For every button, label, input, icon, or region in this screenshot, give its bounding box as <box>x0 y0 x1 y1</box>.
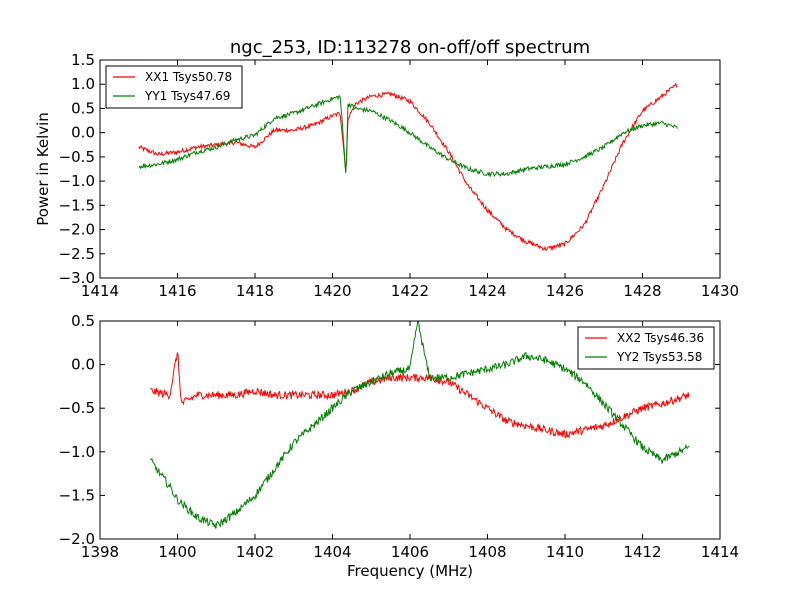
y-tick-label: −1.5 <box>59 196 95 214</box>
y-tick-label: −2.0 <box>59 530 95 548</box>
legend: XX2 Tsys46.36 YY2 Tsys53.58 <box>577 326 715 370</box>
legend-box <box>577 326 715 370</box>
y-tick-label: 1.0 <box>71 75 95 93</box>
series-line-1 <box>138 82 678 252</box>
y-tick-label: 1.5 <box>71 51 95 69</box>
legend-entry: XX2 Tsys46.36 <box>617 331 704 345</box>
y-tick-label: −1.0 <box>59 172 95 190</box>
x-tick-label: 1406 <box>391 543 429 561</box>
x-tick-label: 1418 <box>236 282 274 300</box>
chart-panel-1: 1414 1416 1418 1420 1422 1424 1426 1428 1430 1.5 1… <box>34 37 739 300</box>
series-line-1 <box>150 352 690 439</box>
series-line-2 <box>150 321 690 529</box>
x-axis-label: Frequency (MHz) <box>347 562 473 580</box>
legend: XX1 Tsys50.78 YY1 Tsys47.69 <box>105 65 243 109</box>
y-axis-label: Power in Kelvin <box>34 112 52 226</box>
x-tick-label: 1414 <box>701 543 739 561</box>
y-tick-label: 0.5 <box>71 99 95 117</box>
legend-entry: XX1 Tsys50.78 <box>145 70 232 84</box>
x-tick-label: 1404 <box>313 543 351 561</box>
x-tick-label: 1420 <box>313 282 351 300</box>
y-tick-label: −0.5 <box>59 148 95 166</box>
x-tick-label: 1402 <box>236 543 274 561</box>
y-tick-label: 0.5 <box>71 312 95 330</box>
x-tick-label: 1428 <box>623 282 661 300</box>
x-tick-label: 1400 <box>158 543 196 561</box>
x-tick-label: 1414 <box>81 282 119 300</box>
x-tick-label: 1422 <box>391 282 429 300</box>
x-tick-label: 1408 <box>468 543 506 561</box>
legend-box <box>105 65 243 109</box>
chart-panels: 1414 1416 1418 1420 1422 1424 1426 1428 1430 1.5 1… <box>34 37 739 580</box>
x-tick-label: 1426 <box>546 282 584 300</box>
y-tick-label: −1.5 <box>59 486 95 504</box>
y-tick-label: −2.5 <box>59 245 95 263</box>
legend-entry: YY1 Tsys47.69 <box>144 89 230 103</box>
y-tick-label: −0.5 <box>59 399 95 417</box>
x-tick-label: 1398 <box>81 543 119 561</box>
legend-entry: YY2 Tsys53.58 <box>616 350 702 364</box>
y-tick-label: 0.0 <box>71 356 95 374</box>
y-tick-label: −1.0 <box>59 443 95 461</box>
y-tick-label: −2.0 <box>59 221 95 239</box>
x-tick-label: 1412 <box>623 543 661 561</box>
x-tick-label: 1410 <box>546 543 584 561</box>
y-tick-label: −3.0 <box>59 269 95 287</box>
chart-panel-2: 1398 1400 1402 1404 1406 1408 1410 1412 1414 0.5 0… <box>59 312 740 580</box>
series-line-2 <box>138 95 678 178</box>
chart-title: ngc_253, ID:113278 on-off/off spectrum <box>230 37 590 58</box>
x-tick-label: 1416 <box>158 282 196 300</box>
x-tick-label: 1424 <box>468 282 506 300</box>
x-tick-label: 1430 <box>701 282 739 300</box>
y-tick-label: 0.0 <box>71 124 95 142</box>
